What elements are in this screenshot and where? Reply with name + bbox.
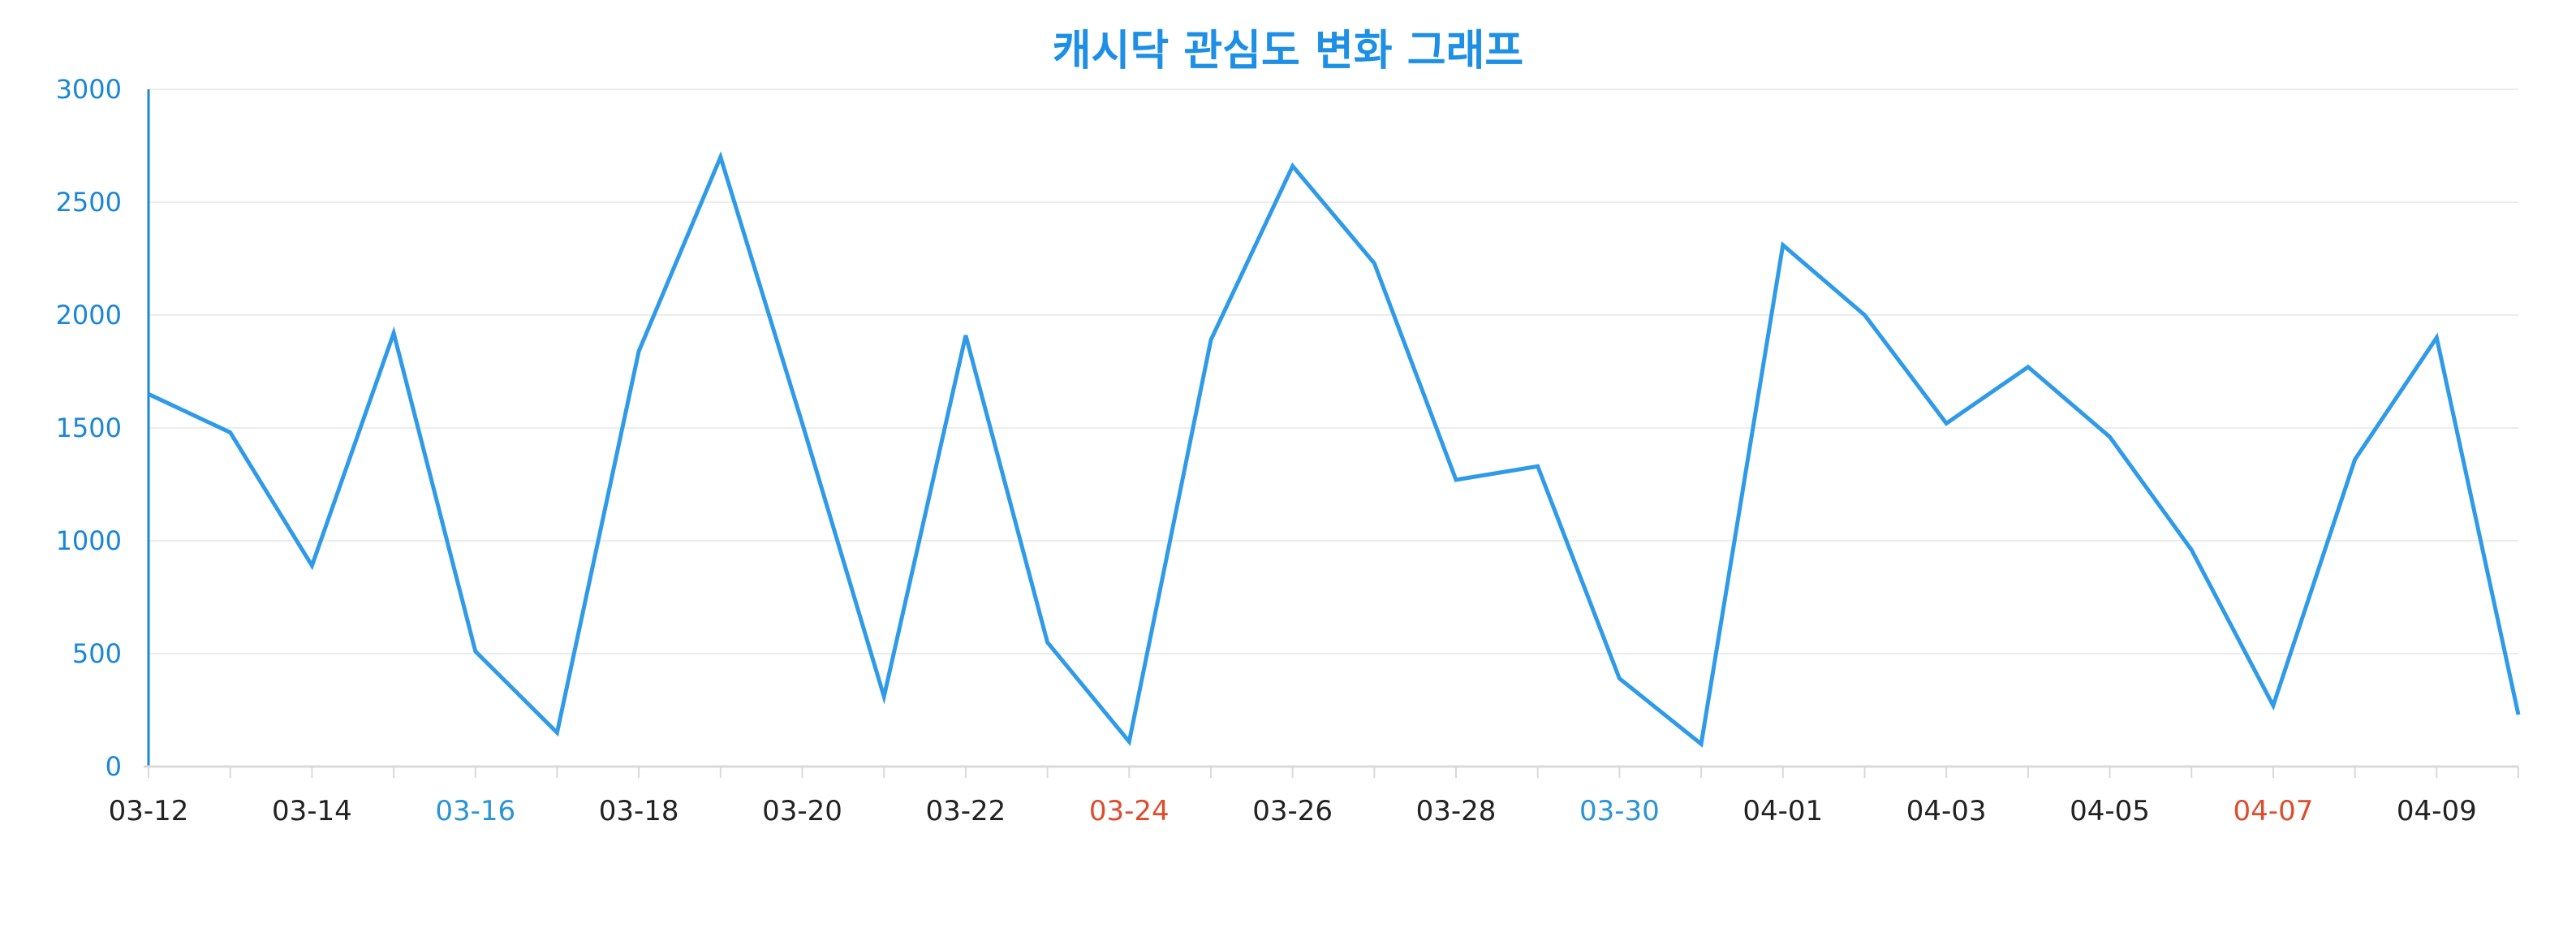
axes [144,89,2519,778]
data-point [393,332,395,335]
data-point [1863,314,1866,317]
data-point [1618,677,1621,680]
data-point [2190,549,2193,551]
x-tick-label: 04-09 [2397,795,2477,827]
y-tick-label: 500 [72,638,122,669]
data-point [2354,458,2356,460]
data-point [1455,478,1458,481]
data-point [474,650,476,653]
data-point [1291,165,1294,167]
data-point [1209,339,1212,341]
x-tick-label: 03-12 [109,795,189,827]
series-layer [147,151,2521,748]
x-tick-label: 03-24 [1089,795,1170,827]
data-point [1781,244,1784,246]
data-point [2272,704,2274,706]
data-point [638,350,640,352]
x-tick-label: 03-26 [1252,795,1333,827]
gridlines [149,89,2518,654]
data-point [801,422,803,425]
x-tick-label: 04-01 [1742,795,1823,827]
data-point [719,156,722,158]
x-tick-label: 03-20 [762,795,842,827]
data-point [2518,714,2520,716]
x-tick-label: 03-18 [599,795,679,827]
data-point [2027,365,2029,368]
data-point [1046,641,1049,644]
x-tick-label: 04-05 [2070,795,2150,827]
chart-title: 캐시닥 관심도 변화 그래프 [1053,27,1524,76]
y-axis-tick-labels: 0 500 1000 1500 2000 2500 3000 [56,74,122,782]
data-point [1128,741,1131,743]
data-point [148,393,150,395]
data-point [964,335,967,337]
data-point [1373,262,1376,265]
x-tick-label: 03-14 [272,795,352,827]
y-tick-label: 3000 [56,74,122,105]
y-tick-label: 2000 [56,300,122,330]
x-tick-label: 04-03 [1906,795,1987,827]
x-tick-label: 04-07 [2234,795,2314,827]
y-tick-label: 1500 [56,413,122,443]
x-tick-label: 03-28 [1416,795,1497,827]
data-point [556,732,558,734]
y-tick-label: 0 [106,751,122,782]
series-line [147,151,2521,748]
x-tick-label: 03-30 [1579,795,1660,827]
data-point [2436,336,2438,339]
data-point [229,431,231,434]
data-point [1536,465,1539,468]
x-tick-label: 03-22 [925,795,1006,827]
data-point [311,564,313,567]
x-tick-label: 03-16 [435,795,515,827]
data-point [1945,422,1948,425]
y-tick-label: 1000 [56,525,122,556]
data-point [1700,743,1703,745]
data-point [883,695,885,698]
y-tick-label: 2500 [56,187,122,218]
data-point [2109,436,2111,438]
x-axis-tick-labels: 03-12 03-14 03-16 03-18 03-20 03-22 03-24 03-26… [109,795,2477,827]
